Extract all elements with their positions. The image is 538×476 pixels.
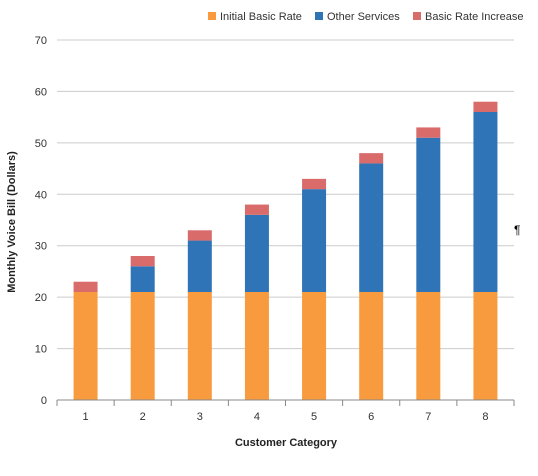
bar-segment-basic-rate-increase — [359, 153, 384, 164]
bar-segment-basic-rate-increase — [187, 230, 212, 241]
x-tick-label: 7 — [425, 411, 431, 423]
legend-swatch — [413, 12, 421, 20]
bar-segment-other-services — [416, 137, 441, 292]
x-tick-label: 6 — [368, 411, 374, 423]
bar-segment-initial-basic-rate — [416, 292, 441, 400]
bar-segment-other-services — [187, 240, 212, 292]
legend-label: Basic Rate Increase — [425, 11, 523, 23]
bar-segment-initial-basic-rate — [73, 292, 98, 400]
bar-segment-basic-rate-increase — [473, 101, 498, 112]
x-tick-label: 3 — [197, 411, 203, 423]
y-tick-label: 40 — [35, 189, 47, 201]
bar-segment-basic-rate-increase — [244, 204, 269, 215]
bar-segment-initial-basic-rate — [302, 292, 327, 400]
bar-segment-initial-basic-rate — [130, 292, 155, 400]
paragraph-mark: ¶ — [514, 223, 520, 237]
y-tick-label: 70 — [35, 35, 47, 47]
bar-segment-other-services — [302, 189, 327, 292]
x-axis-title: Customer Category — [235, 437, 338, 449]
legend-swatch — [315, 12, 323, 20]
legend-label: Initial Basic Rate — [220, 11, 302, 23]
bar-segment-other-services — [473, 112, 498, 292]
gridlines — [57, 39, 514, 350]
bar-segment-other-services — [244, 214, 269, 292]
x-tick-label: 5 — [311, 411, 317, 423]
axes: 0 10 20 30 40 50 60 70 1 2 3 4 5 6 7 8 — [35, 35, 515, 423]
y-tick-label: 50 — [35, 138, 47, 150]
legend: Initial Basic Rate Other Services Basic Ra… — [208, 11, 523, 23]
x-tick-label: 1 — [83, 411, 89, 423]
bar-segment-initial-basic-rate — [244, 292, 269, 400]
y-tick-label: 60 — [35, 86, 47, 98]
bars — [73, 101, 498, 400]
bar-segment-other-services — [130, 266, 155, 292]
y-tick-label: 30 — [35, 241, 47, 253]
bar-segment-initial-basic-rate — [473, 292, 498, 400]
y-tick-label: 20 — [35, 292, 47, 304]
x-tick-label: 2 — [140, 411, 146, 423]
bar-segment-other-services — [359, 163, 384, 292]
legend-swatch — [208, 12, 216, 20]
x-tick-label: 4 — [254, 411, 260, 423]
bar-segment-initial-basic-rate — [359, 292, 384, 400]
y-tick-label: 10 — [35, 344, 47, 356]
bar-segment-basic-rate-increase — [130, 256, 155, 267]
legend-label: Other Services — [327, 11, 400, 23]
bar-segment-basic-rate-increase — [73, 281, 98, 292]
y-tick-label: 0 — [41, 395, 47, 407]
bar-segment-initial-basic-rate — [187, 292, 212, 400]
x-tick-label: 8 — [482, 411, 488, 423]
bar-segment-basic-rate-increase — [302, 178, 327, 190]
bar-segment-basic-rate-increase — [416, 127, 441, 138]
y-axis-title: Monthly Voice Bill (Dollars) — [6, 151, 18, 293]
